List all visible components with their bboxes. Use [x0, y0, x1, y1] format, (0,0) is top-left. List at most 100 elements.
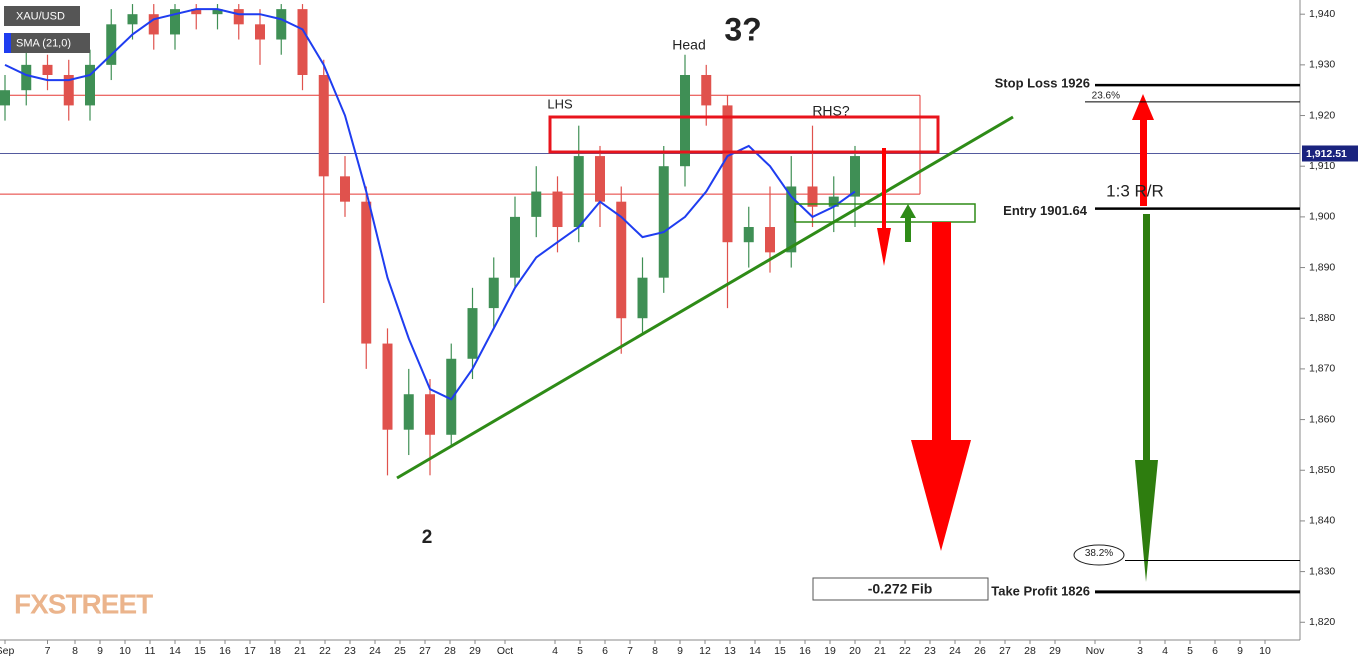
x-tick-label: 7 — [627, 645, 633, 657]
candle-body — [467, 308, 478, 359]
x-tick-label: 11 — [145, 645, 156, 657]
candle-body — [722, 105, 733, 243]
x-tick-label: 21 — [874, 645, 886, 657]
candle-body — [276, 9, 287, 40]
last-price-label: 1,912.51 — [1306, 148, 1347, 160]
candle-body — [531, 191, 542, 217]
watermark: FXSTREET — [14, 588, 153, 619]
candle-body — [595, 156, 605, 202]
level-label: Stop Loss 1926 — [995, 76, 1090, 91]
candle-body — [510, 216, 520, 278]
level-label: Entry 1901.64 — [1003, 203, 1088, 218]
x-tick-label: 9 — [97, 645, 103, 657]
level-label: Take Profit 1826 — [991, 583, 1090, 598]
level-label: 23.6% — [1092, 90, 1120, 101]
candle-body — [212, 9, 223, 15]
neckline-box — [548, 115, 940, 154]
x-tick-label: 6 — [1212, 645, 1218, 657]
x-tick-label: 29 — [1049, 645, 1061, 657]
x-tick-label: 10 — [1259, 645, 1271, 657]
x-tick-label: 25 — [394, 645, 406, 657]
x-tick-label: 3 — [1137, 645, 1143, 657]
big-down-arrow — [911, 222, 971, 551]
candle-body — [382, 343, 393, 430]
x-tick-label: Oct — [497, 645, 513, 657]
annotation: Head — [672, 37, 705, 53]
x-tick-label: 16 — [799, 645, 811, 657]
x-tick-label: 6 — [602, 645, 608, 657]
candle-body — [233, 9, 244, 25]
y-tick-label: 1,940 — [1309, 8, 1335, 20]
x-tick-label: 7 — [45, 645, 51, 657]
plot-area — [0, 4, 1300, 601]
candle-body — [828, 196, 839, 207]
candle-body — [127, 14, 138, 25]
candle-body — [42, 64, 53, 75]
annotation: 1:3 R/R — [1106, 181, 1164, 200]
x-tick-label: 13 — [724, 645, 736, 657]
symbol-box — [4, 6, 80, 26]
candle-body — [701, 74, 712, 106]
x-tick-label: 22 — [899, 645, 911, 657]
x-tick-label: 8 — [72, 645, 78, 657]
candle-body — [255, 24, 265, 40]
stop-arrow — [1132, 94, 1154, 206]
x-tick-label: 14 — [169, 645, 181, 657]
x-tick-label: 15 — [194, 645, 206, 657]
candle-body — [446, 358, 457, 435]
x-tick-label: 15 — [774, 645, 786, 657]
x-tick-label: 23 — [344, 645, 356, 657]
candle-body — [552, 191, 563, 228]
x-tick-label: 27 — [999, 645, 1011, 657]
symbol: XAU/USD — [16, 10, 65, 22]
candle-body — [297, 9, 308, 75]
y-tick-label: 1,860 — [1309, 413, 1335, 425]
y-tick-label: 1,880 — [1309, 312, 1335, 324]
fib-box — [812, 577, 989, 601]
x-tick-label: 4 — [552, 645, 558, 657]
y-tick-label: 1,900 — [1309, 211, 1335, 223]
annotation: 2 — [422, 527, 433, 548]
annotation: 3? — [724, 11, 761, 47]
candle-body — [21, 64, 32, 91]
y-tick-label: 1,870 — [1309, 363, 1335, 375]
x-tick-label: 24 — [949, 645, 961, 657]
annotation: -0.272 Fib — [868, 581, 933, 597]
indicator-swatch — [4, 33, 11, 53]
trendline — [396, 115, 1014, 480]
level-label: 38.2% — [1085, 548, 1113, 559]
y-tick-label: 1,850 — [1309, 464, 1335, 476]
y-tick-label: 1,840 — [1309, 515, 1335, 527]
fib-ring — [1073, 544, 1125, 566]
candle-body — [786, 186, 797, 253]
candle-body — [573, 156, 584, 228]
x-tick-label: 9 — [677, 645, 683, 657]
x-tick-label: 27 — [419, 645, 431, 657]
x-tick-label: 17 — [244, 645, 256, 657]
candle-body — [403, 394, 414, 430]
small-down-arrow — [877, 148, 891, 266]
x-tick-label: 4 — [1162, 645, 1168, 657]
y-tick-label: 1,920 — [1309, 109, 1335, 121]
x-tick-label: 10 — [119, 645, 131, 657]
sma-line — [4, 8, 856, 401]
x-tick-label: 29 — [469, 645, 481, 657]
x-tick-label: 14 — [749, 645, 761, 657]
x-tick-label: 5 — [577, 645, 583, 657]
y-tick-label: 1,930 — [1309, 59, 1335, 71]
candle-body — [850, 156, 860, 197]
y-tick-label: 1,830 — [1309, 565, 1335, 577]
candle-body — [637, 277, 648, 319]
x-tick-label: 12 — [699, 645, 711, 657]
candle-body — [340, 176, 350, 202]
candle-body — [680, 74, 690, 167]
y-tick-label: 1,910 — [1309, 160, 1335, 172]
x-tick-label: 23 — [924, 645, 936, 657]
candle-body — [191, 9, 202, 15]
x-tick-label: 19 — [824, 645, 836, 657]
candle-body — [106, 24, 117, 65]
candle-body — [425, 394, 435, 435]
candle-body — [765, 227, 775, 253]
x-tick-label: 16 — [219, 645, 231, 657]
